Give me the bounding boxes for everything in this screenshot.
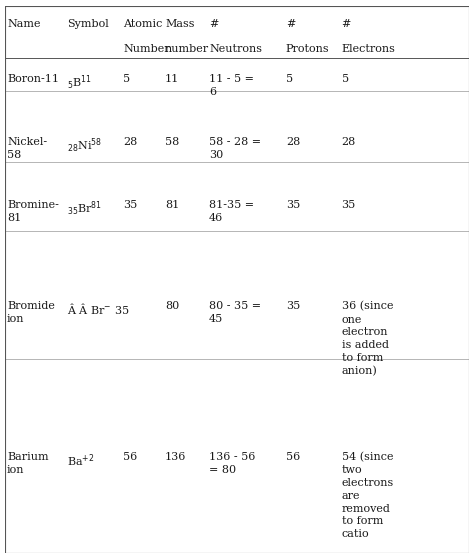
Text: Neutrons: Neutrons [209,44,262,54]
Text: 5: 5 [286,74,293,84]
Text: Number: Number [123,44,170,54]
Text: 11 - 5 =
6: 11 - 5 = 6 [209,74,254,97]
Text: 136: 136 [165,452,186,462]
Text: 58 - 28 =
30: 58 - 28 = 30 [209,137,261,160]
Text: 136 - 56
= 80: 136 - 56 = 80 [209,452,255,475]
Text: Barium
ion: Barium ion [7,452,49,475]
Text: 80 - 35 =
45: 80 - 35 = 45 [209,301,261,324]
Text: 35: 35 [341,200,356,210]
Text: Â Â Br$^{-}$ 35: Â Â Br$^{-}$ 35 [67,301,130,316]
Text: 36 (since
one
electron
is added
to form
anion): 36 (since one electron is added to form … [341,301,393,376]
Text: 35: 35 [123,200,137,210]
Text: Atomic: Atomic [123,20,163,29]
Text: #: # [286,20,295,29]
Text: Protons: Protons [286,44,329,54]
Text: 81-35 =
46: 81-35 = 46 [209,200,254,223]
Text: Nickel-
58: Nickel- 58 [7,137,47,160]
Text: Name: Name [7,20,41,29]
Text: $_{35}$Br$^{81}$: $_{35}$Br$^{81}$ [67,200,102,219]
Text: 5: 5 [123,74,130,84]
Text: Ba$^{+2}$: Ba$^{+2}$ [67,452,95,468]
Text: Mass: Mass [165,20,194,29]
Text: 56: 56 [123,452,137,462]
Text: Electrons: Electrons [341,44,395,54]
Text: 28: 28 [341,137,356,147]
Text: $_{5}$B$^{11}$: $_{5}$B$^{11}$ [67,74,92,92]
Text: Symbol: Symbol [67,20,109,29]
Text: 54 (since
two
electrons
are
removed
to form
catio: 54 (since two electrons are removed to f… [341,452,394,539]
Text: 56: 56 [286,452,300,462]
Text: 58: 58 [165,137,179,147]
Text: 28: 28 [123,137,137,147]
Text: Bromine-
81: Bromine- 81 [7,200,59,223]
Text: 35: 35 [286,301,300,311]
Text: 35: 35 [286,200,300,210]
Text: Bromide
ion: Bromide ion [7,301,55,324]
Text: #: # [341,20,351,29]
Text: 28: 28 [286,137,300,147]
Text: 5: 5 [341,74,349,84]
Text: 81: 81 [165,200,179,210]
Text: number: number [165,44,209,54]
Text: 11: 11 [165,74,179,84]
Text: 80: 80 [165,301,179,311]
Text: $_{28}$Ni$^{58}$: $_{28}$Ni$^{58}$ [67,137,102,155]
Text: Boron-11: Boron-11 [7,74,59,84]
Text: #: # [209,20,219,29]
